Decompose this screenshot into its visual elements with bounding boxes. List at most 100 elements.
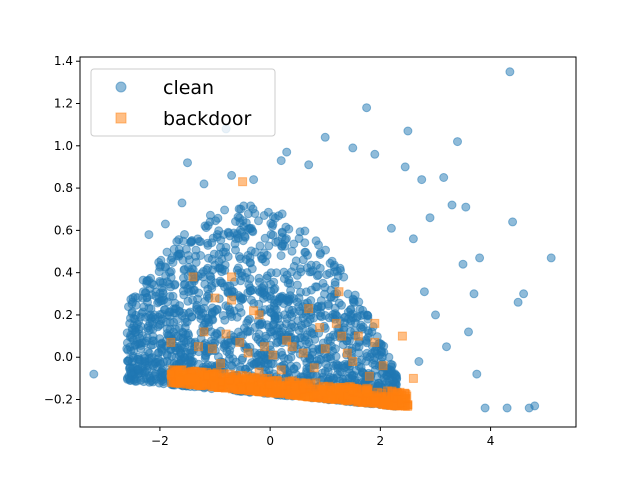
y-tick-label: 0.0 [54,350,73,364]
point-backdoor [401,393,411,403]
point-clean [146,376,156,386]
point-backdoor [260,342,270,352]
point-backdoor [378,361,388,371]
x-axis: −2 0 2 4 [151,427,494,448]
point-clean [178,255,188,265]
point-clean [431,310,440,320]
point-clean [178,286,188,296]
y-tick-label: 1.2 [54,97,73,111]
point-clean [235,218,245,228]
point-clean [502,403,512,413]
point-backdoor [408,373,418,383]
point-clean [200,221,210,231]
point-clean [166,255,176,265]
point-backdoor [237,385,247,395]
point-clean [149,310,159,320]
point-backdoor [381,397,391,407]
point-clean [243,209,253,219]
point-clean [334,298,344,308]
point-clean [362,103,372,113]
point-clean [464,327,473,337]
point-backdoor [188,272,198,282]
point-clean [89,369,99,379]
point-clean [186,237,195,247]
point-clean [320,289,329,299]
point-clean [234,252,244,261]
point-clean [133,364,143,374]
point-backdoor [287,342,297,352]
point-clean [170,280,180,290]
point-clean [232,229,242,239]
point-backdoor [298,348,308,358]
point-clean [177,198,187,208]
point-clean [458,259,468,269]
point-clean [362,348,372,358]
point-clean [176,348,186,358]
point-backdoor [216,359,225,369]
point-backdoor [320,344,330,354]
point-backdoor [209,371,219,381]
point-clean [122,344,132,354]
point-clean [408,234,418,244]
point-backdoor [373,387,383,397]
point-clean [203,315,213,325]
point-backdoor [199,327,209,337]
point-clean [442,342,451,352]
point-backdoor [209,381,219,391]
point-backdoor [235,337,245,347]
point-clean [292,361,301,371]
point-clean [266,294,276,304]
point-clean [143,346,153,356]
point-clean [289,294,299,303]
point-clean [323,367,333,377]
point-clean [181,330,191,340]
point-clean [156,343,166,353]
point-clean [305,327,315,337]
point-clean [272,268,281,278]
point-clean [170,324,180,334]
series-backdoor-points [166,177,418,411]
point-clean [210,331,220,341]
point-clean [269,302,279,312]
point-backdoor [238,177,248,187]
point-clean [258,288,267,298]
point-clean [301,247,311,257]
point-clean [286,352,296,362]
point-clean [220,265,230,275]
point-clean [243,250,253,260]
point-clean [245,283,255,293]
point-clean [254,329,264,339]
point-clean [144,230,154,240]
point-backdoor [254,310,264,320]
x-tick-label: 0 [266,434,274,448]
point-clean [138,287,148,297]
point-clean [174,235,184,245]
point-clean [264,241,274,251]
point-clean [130,314,140,324]
point-clean [333,271,343,281]
point-clean [206,272,216,282]
x-tick-label: 2 [377,434,385,448]
point-clean [348,297,358,307]
point-backdoor [349,395,358,405]
point-clean [400,162,410,172]
point-clean [122,356,132,366]
point-clean [505,67,515,77]
point-clean [306,296,316,305]
point-clean [268,219,278,229]
point-backdoor [210,293,220,303]
point-backdoor [397,331,407,341]
point-backdoor [254,367,264,377]
point-clean [356,323,366,333]
point-clean [343,289,353,299]
point-clean [472,369,482,379]
point-backdoor [403,401,413,411]
y-tick-label: 0.4 [54,266,73,280]
point-backdoor [207,344,217,354]
point-clean [130,292,140,302]
point-clean [140,338,150,348]
point-clean [205,210,215,220]
point-clean [262,250,272,260]
point-clean [324,313,334,323]
